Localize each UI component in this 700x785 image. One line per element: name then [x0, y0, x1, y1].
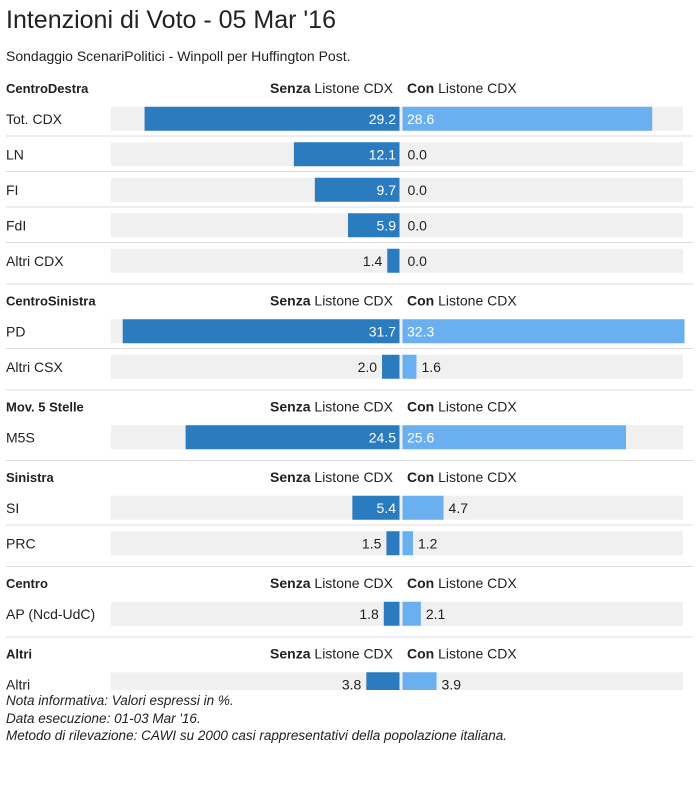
- column-header-con: Con Listone CDX: [407, 399, 517, 415]
- row-label: Altri CSX: [6, 359, 63, 375]
- group-heading: Altri: [6, 647, 32, 662]
- row-label: PRC: [6, 535, 36, 551]
- bar-con: [402, 106, 653, 131]
- bar-senza: [122, 319, 400, 344]
- value-label-senza: 1.4: [363, 253, 383, 269]
- group-heading: CentroDestra: [6, 81, 89, 96]
- row-label: Altri: [6, 676, 30, 690]
- column-header-senza: Senza Listone CDX: [270, 399, 394, 415]
- bar-con: [402, 425, 627, 450]
- row-label: FI: [6, 182, 18, 198]
- value-label-con: 0.0: [408, 217, 428, 233]
- value-label-con: 1.2: [418, 535, 438, 551]
- bar-senza: [383, 601, 400, 626]
- value-label-con: 25.6: [407, 429, 434, 445]
- row-label: PD: [6, 323, 25, 339]
- column-header-senza: Senza Listone CDX: [270, 575, 394, 591]
- bar-con: [402, 495, 444, 520]
- row-label: SI: [6, 500, 19, 516]
- bar-con: [402, 531, 413, 556]
- column-header-con: Con Listone CDX: [407, 293, 517, 309]
- group-heading: CentroSinistra: [6, 294, 96, 309]
- bar-senza: [347, 213, 400, 238]
- footnote-date: Data esecuzione: 01-03 Mar '16.: [6, 710, 201, 726]
- bar-senza: [352, 495, 400, 520]
- bar-con: [402, 672, 437, 690]
- bar-senza: [382, 354, 400, 379]
- value-label-senza: 12.1: [369, 146, 396, 162]
- row-label: FdI: [6, 217, 26, 233]
- bar-senza: [144, 106, 400, 131]
- column-header-con: Con Listone CDX: [407, 80, 517, 96]
- group-heading: Centro: [6, 576, 48, 591]
- column-header-senza: Senza Listone CDX: [270, 293, 394, 309]
- footnote-unit: Nota informativa: Valori espressi in %.: [6, 693, 234, 708]
- value-label-senza: 5.9: [377, 217, 397, 233]
- row-label: Altri CDX: [6, 253, 64, 269]
- column-header-con: Con Listone CDX: [407, 469, 517, 485]
- value-label-senza: 1.8: [359, 606, 379, 622]
- bar-con: [402, 354, 417, 379]
- value-label-con: 3.9: [442, 676, 462, 690]
- value-label-senza: 3.8: [342, 676, 362, 690]
- column-header-senza: Senza Listone CDX: [270, 469, 394, 485]
- group-heading: Sinistra: [6, 470, 54, 485]
- row-label: Tot. CDX: [6, 111, 63, 127]
- column-header-senza: Senza Listone CDX: [270, 80, 394, 96]
- bar-senza: [386, 531, 400, 556]
- bar-senza: [293, 142, 400, 167]
- bar-con: [402, 319, 685, 344]
- column-header-senza: Senza Listone CDX: [270, 646, 394, 662]
- bar-senza: [185, 425, 400, 450]
- value-label-con: 1.6: [421, 359, 441, 375]
- bar-senza: [314, 177, 400, 202]
- value-label-senza: 5.4: [377, 500, 397, 516]
- value-label-con: 4.7: [449, 500, 469, 516]
- row-label: AP (Ncd-UdC): [6, 606, 95, 622]
- chart-title: Intenzioni di Voto - 05 Mar '16: [6, 6, 336, 34]
- value-label-senza: 2.0: [358, 359, 378, 375]
- column-header-con: Con Listone CDX: [407, 646, 517, 662]
- value-label-senza: 31.7: [369, 323, 396, 339]
- column-header-con: Con Listone CDX: [407, 575, 517, 591]
- footnotes: Nota informativa: Valori espressi in %. …: [6, 692, 507, 745]
- value-label-senza: 1.5: [362, 535, 382, 551]
- value-label-con: 28.6: [407, 111, 434, 127]
- value-label-con: 32.3: [407, 323, 434, 339]
- value-label-con: 0.0: [408, 253, 428, 269]
- group-heading: Mov. 5 Stelle: [6, 400, 84, 415]
- footnote-method: Metodo di rilevazione: CAWI su 2000 casi…: [6, 728, 508, 743]
- row-label: M5S: [6, 429, 35, 445]
- bar-senza: [387, 248, 400, 273]
- value-label-con: 0.0: [408, 146, 428, 162]
- bar-con: [402, 601, 421, 626]
- value-label-senza: 29.2: [369, 111, 396, 127]
- bar-senza: [366, 672, 400, 690]
- value-label-senza: 24.5: [369, 429, 396, 445]
- row-label: LN: [6, 146, 24, 162]
- value-label-senza: 9.7: [377, 182, 397, 198]
- diverging-bar-chart: CentroDestra Senza Listone CDX Con Listone…: [6, 80, 693, 690]
- value-label-con: 0.0: [408, 182, 428, 198]
- value-label-con: 2.1: [426, 606, 446, 622]
- chart-subtitle: Sondaggio ScenariPolitici - Winpoll per …: [6, 48, 351, 64]
